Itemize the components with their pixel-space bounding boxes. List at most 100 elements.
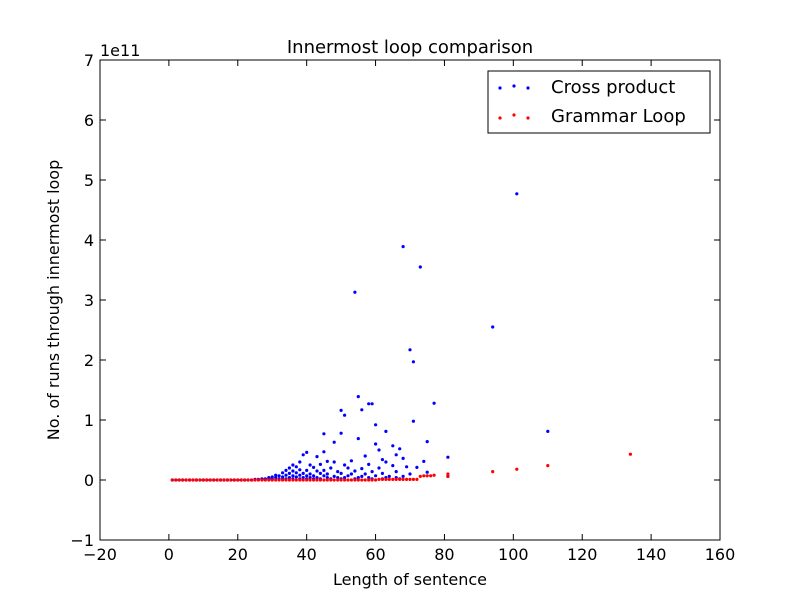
grammar-loop-point	[398, 477, 402, 481]
cross-product-point	[377, 448, 381, 452]
cross-product-point	[356, 395, 360, 399]
cross-product-point	[281, 475, 285, 479]
legend-marker-cross-product	[526, 86, 530, 90]
legend: Cross product Grammar Loop	[487, 70, 711, 134]
plot-area	[170, 192, 633, 482]
cross-product-point	[391, 444, 395, 448]
cross-product-point	[308, 463, 312, 467]
cross-product-point	[356, 437, 360, 441]
x-tick-label: 160	[705, 545, 736, 564]
grammar-loop-point	[384, 477, 388, 481]
grammar-loop-point	[239, 478, 243, 482]
cross-product-point	[374, 474, 378, 478]
cross-product-point	[305, 474, 309, 478]
grammar-loop-point	[298, 478, 302, 482]
grammar-loop-point	[405, 477, 409, 481]
cross-product-point	[336, 476, 340, 480]
grammar-loop-point	[225, 478, 229, 482]
y-tick-label: 1	[84, 411, 94, 430]
cross-product-point	[322, 474, 326, 478]
grammar-loop-point	[329, 478, 333, 482]
grammar-loop-point	[411, 477, 415, 481]
grammar-loop-point	[336, 478, 340, 482]
y-tick-label: 6	[84, 111, 94, 130]
grammar-loop-point	[184, 478, 188, 482]
cross-product-point	[418, 265, 422, 269]
grammar-loop-point	[408, 477, 412, 481]
cross-product-point	[356, 476, 360, 480]
cross-product-point	[322, 468, 326, 472]
grammar-loop-point	[181, 478, 185, 482]
cross-product-point	[401, 245, 405, 249]
grammar-loop-point	[360, 478, 364, 482]
cross-product-point	[432, 401, 436, 405]
cross-product-point	[315, 476, 319, 480]
cross-product-point	[291, 469, 295, 473]
cross-product-point	[360, 467, 364, 471]
cross-product-point	[305, 450, 309, 454]
x-tick-label: 60	[365, 545, 385, 564]
legend-label-grammar-loop: Grammar Loop	[551, 106, 686, 127]
cross-product-point	[377, 466, 381, 470]
grammar-loop-point	[212, 478, 216, 482]
cross-product-point	[287, 476, 291, 480]
cross-product-point	[374, 423, 378, 427]
grammar-loop-point	[318, 478, 322, 482]
grammar-loop-point	[270, 478, 274, 482]
grammar-loop-point	[191, 478, 195, 482]
grammar-loop-point	[250, 478, 254, 482]
cross-product-point	[287, 471, 291, 475]
cross-product-point	[425, 470, 429, 474]
grammar-loop-point	[177, 478, 181, 482]
grammar-loop-point	[432, 473, 436, 477]
y-tick-label: 7	[84, 51, 94, 70]
cross-product-point	[411, 360, 415, 364]
grammar-loop-point	[415, 477, 419, 481]
grammar-loop-point	[446, 474, 450, 478]
grammar-loop-point	[380, 477, 384, 481]
y-tick-label: 0	[84, 471, 94, 490]
x-axis-label: Length of sentence	[333, 570, 487, 589]
cross-product-point	[370, 402, 374, 406]
grammar-loop-point	[353, 478, 357, 482]
grammar-loop-point	[232, 478, 236, 482]
grammar-loop-point	[260, 478, 264, 482]
cross-product-point	[401, 474, 405, 478]
grammar-loop-point	[422, 474, 426, 478]
grammar-loop-point	[446, 472, 450, 476]
cross-product-point	[325, 476, 329, 480]
cross-product-point	[332, 474, 336, 478]
grammar-loop-point	[174, 478, 178, 482]
cross-product-point	[546, 429, 550, 433]
grammar-loop-point	[291, 478, 295, 482]
cross-product-point	[363, 454, 367, 458]
x-tick-label: 80	[434, 545, 454, 564]
cross-product-point	[408, 348, 412, 352]
x-tick-label: 140	[636, 545, 667, 564]
cross-product-point	[408, 472, 412, 476]
cross-product-point	[294, 471, 298, 475]
grammar-loop-point	[367, 478, 371, 482]
grammar-loop-point	[346, 478, 350, 482]
grammar-loop-point	[315, 478, 319, 482]
grammar-loop-point	[236, 478, 240, 482]
legend-marker-grammar-loop	[512, 113, 516, 117]
cross-product-point	[398, 447, 402, 451]
cross-product-point	[336, 470, 340, 474]
grammar-loop-point	[194, 478, 198, 482]
cross-product-point	[415, 465, 419, 469]
cross-product-point	[277, 474, 281, 478]
grammar-loop-point	[325, 478, 329, 482]
x-tick-label: 100	[498, 545, 529, 564]
cross-product-point	[339, 431, 343, 435]
grammar-loop-point	[301, 478, 305, 482]
cross-product-point	[391, 464, 395, 468]
cross-product-point	[343, 413, 347, 417]
cross-product-point	[405, 465, 409, 469]
cross-product-point	[308, 476, 312, 480]
cross-product-point	[298, 460, 302, 464]
cross-product-point	[370, 470, 374, 474]
grammar-loop-point	[219, 478, 223, 482]
cross-product-point	[312, 474, 316, 478]
